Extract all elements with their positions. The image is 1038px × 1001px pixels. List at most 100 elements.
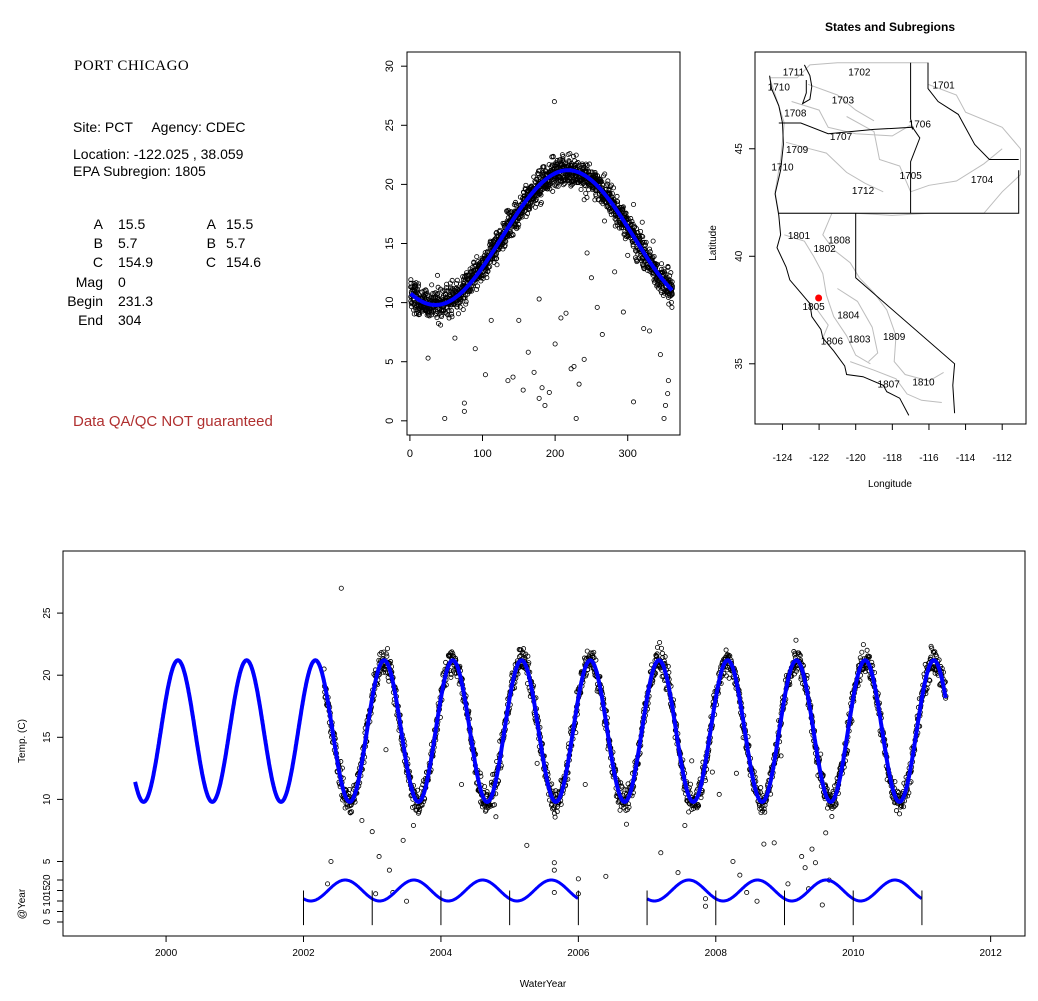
data-point	[614, 201, 620, 207]
y-tick-label: 10	[384, 296, 396, 308]
y-tick-label: 20	[42, 669, 53, 681]
y-axis-label: Temp. (C)	[17, 719, 28, 763]
outlier-point	[754, 898, 760, 904]
data-point	[538, 200, 544, 206]
outlier-point	[702, 903, 708, 909]
x-tick-label: 100	[473, 448, 491, 460]
y-tick-label: 15	[384, 237, 396, 249]
data-point	[570, 153, 576, 159]
outlier-point	[386, 867, 392, 873]
data-point	[594, 187, 600, 193]
location-line: Location: -122.025 , 38.059	[73, 146, 244, 162]
x-tick-label: 2002	[292, 948, 315, 959]
data-point	[665, 663, 671, 669]
data-point	[630, 243, 636, 249]
x-tick-label: 2006	[567, 948, 590, 959]
data-point	[758, 785, 764, 791]
data-point	[474, 287, 480, 293]
data-point	[457, 304, 463, 310]
outlier-point	[328, 858, 334, 864]
data-point	[449, 311, 455, 317]
data-point	[628, 216, 634, 222]
outlier-point	[582, 781, 588, 787]
param-label: End	[78, 312, 103, 328]
param-value: 0	[118, 274, 126, 290]
data-point	[449, 277, 455, 283]
data-point	[723, 647, 729, 653]
outlier-point	[373, 891, 379, 897]
outlier-point	[802, 865, 808, 871]
data-point	[415, 283, 421, 289]
data-point	[510, 232, 516, 238]
data-point	[615, 199, 621, 205]
x-tick-label: 2004	[430, 948, 453, 959]
data-point	[575, 160, 581, 166]
qa-disclaimer: Data QA/QC NOT guaranteed	[73, 413, 273, 430]
outlier-point	[785, 881, 791, 887]
data-point	[478, 275, 484, 281]
data-point	[550, 154, 556, 160]
outlier-point	[575, 876, 581, 882]
data-point	[599, 179, 605, 185]
data-point	[415, 286, 421, 292]
outlier-point	[809, 846, 815, 852]
data-point	[480, 275, 486, 281]
data-point	[793, 637, 799, 643]
data-point	[639, 233, 645, 239]
subregion-line: EPA Subregion: 1805	[73, 163, 206, 179]
data-point	[654, 644, 660, 650]
param-value: 154.6	[226, 254, 262, 270]
data-point	[857, 655, 863, 661]
data-point	[503, 239, 509, 245]
outlier-point	[709, 769, 715, 775]
outlier-point	[771, 840, 777, 846]
outlier-point	[819, 902, 825, 908]
data-point	[609, 191, 615, 197]
outlier-point	[716, 791, 722, 797]
x-axis-label: WaterYear	[520, 979, 567, 990]
data-point	[657, 639, 663, 645]
outlier-point	[376, 854, 382, 860]
data-point	[640, 239, 646, 245]
data-point	[605, 178, 611, 184]
data-point	[629, 219, 635, 225]
data-point	[640, 234, 646, 240]
outlier-point	[325, 881, 331, 887]
y2-tick-label: 5	[42, 908, 53, 914]
site-title: PORT CHICAGO	[74, 58, 190, 74]
data-point	[423, 288, 429, 294]
data-point	[723, 673, 729, 679]
outlier-point	[410, 822, 416, 828]
x-tick-label: 2012	[980, 948, 1003, 959]
x-tick-label: 2008	[705, 948, 728, 959]
data-point	[560, 182, 566, 188]
data-point	[613, 217, 619, 223]
data-point	[460, 307, 466, 313]
outlier-point	[493, 814, 499, 820]
data-point	[897, 811, 903, 817]
param-label: C	[92, 254, 103, 270]
y-tick-label: 30	[384, 60, 396, 72]
data-point	[440, 288, 446, 294]
outlier-point	[744, 890, 750, 896]
param-label: A	[93, 216, 103, 232]
data-point	[434, 315, 440, 321]
data-point	[452, 286, 458, 292]
data-point	[662, 654, 668, 660]
data-point	[638, 228, 644, 234]
outlier-point	[812, 860, 818, 866]
outlier-point	[823, 830, 829, 836]
data-point	[579, 161, 585, 167]
x-tick-label: 2000	[155, 948, 178, 959]
data-point	[513, 199, 519, 205]
outlier-point	[761, 841, 767, 847]
data-point	[454, 277, 460, 283]
data-point	[611, 185, 617, 191]
param-label: Begin	[67, 293, 103, 309]
data-point	[635, 230, 641, 236]
data-point	[446, 308, 452, 314]
outlier-point	[459, 781, 465, 787]
y-tick-label: 10	[42, 793, 53, 805]
data-point	[586, 169, 592, 175]
